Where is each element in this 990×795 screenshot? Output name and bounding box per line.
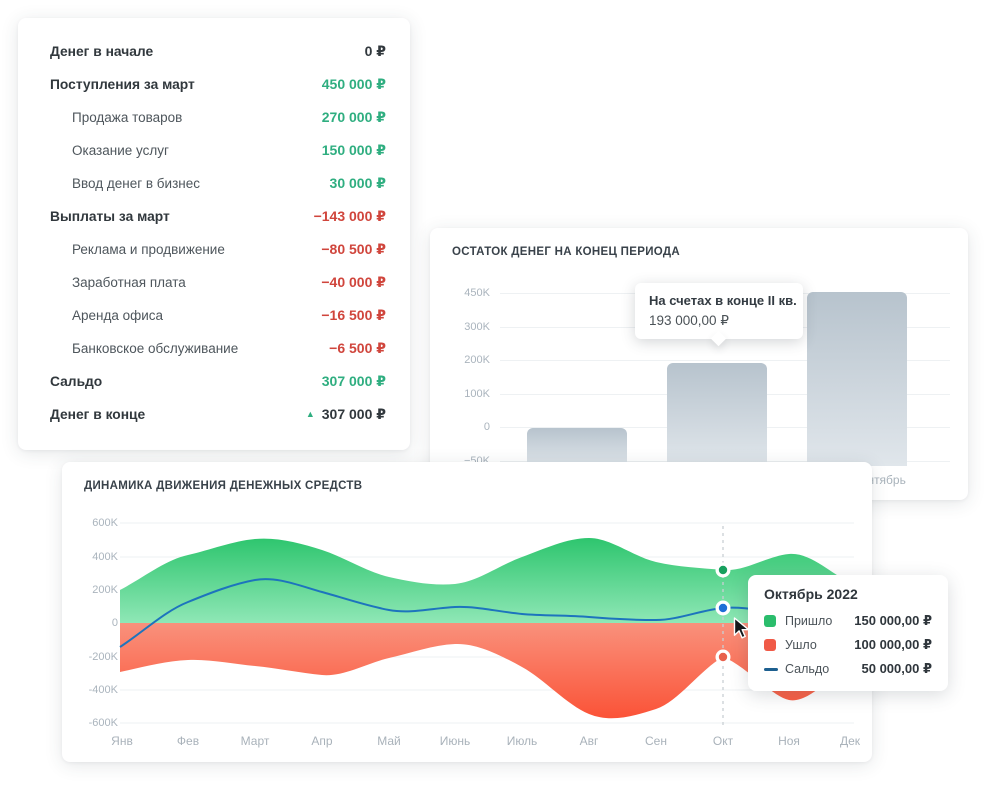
- bar-q3[interactable]: [807, 292, 907, 466]
- row-label: Банковское обслуживание: [72, 341, 239, 356]
- dynamics-area-chart-card[interactable]: ДИНАМИКА ДВИЖЕНИЯ ДЕНЕЖНЫХ СРЕДСТВ 600K …: [62, 462, 872, 762]
- row-label: Заработная плата: [72, 275, 186, 290]
- row-label: Ввод денег в бизнес: [72, 176, 200, 191]
- tooltip-row-value: 100 000,00 ₽: [854, 637, 932, 652]
- y-axis-tick: 600K: [92, 517, 118, 529]
- row-value: 150 000 ₽: [321, 142, 386, 158]
- tooltip-row-label: Ушло: [785, 638, 817, 652]
- y-axis-tick: 0: [111, 617, 118, 629]
- x-axis-label: Окт: [712, 734, 734, 748]
- x-axis-label: Фев: [176, 734, 200, 748]
- tooltip-title: На счетах в конце II кв.: [649, 293, 797, 308]
- row-label: Поступления за март: [50, 77, 195, 92]
- mouse-cursor-icon: [733, 617, 750, 639]
- y-axis-tick: -200K: [88, 651, 118, 663]
- y-axis-tick: 450K: [464, 287, 490, 299]
- row-label: Оказание услуг: [72, 143, 169, 158]
- balance-bar-chart-card: ОСТАТОК ДЕНЕГ НА КОНЕЦ ПЕРИОДА 450K 300K…: [430, 228, 968, 500]
- row-label: Продажа товаров: [72, 110, 183, 125]
- x-axis-label: Дек: [839, 734, 861, 748]
- chart-title: ОСТАТОК ДЕНЕГ НА КОНЕЦ ПЕРИОДА: [452, 246, 680, 258]
- tooltip-title: Октябрь 2022: [764, 586, 858, 602]
- row-value: 270 000 ₽: [321, 109, 386, 125]
- tooltip-row-label: Сальдо: [785, 662, 830, 676]
- table-row: Реклама и продвижение −80 500 ₽: [50, 233, 386, 266]
- tooltip-value: 193 000,00 ₽: [649, 313, 729, 328]
- row-label: Выплаты за март: [50, 209, 170, 224]
- row-label: Денег в конце: [50, 407, 146, 422]
- row-value: 30 000 ₽: [329, 175, 386, 191]
- row-value: 307 000 ₽: [321, 373, 386, 389]
- tooltip-row-value: 50 000,00 ₽: [861, 661, 933, 676]
- y-axis-tick: -600K: [88, 717, 118, 729]
- y-axis-tick: 200K: [464, 354, 490, 366]
- table-row: Аренда офиса −16 500 ₽: [50, 299, 386, 332]
- saldo-legend-line-icon: [764, 667, 778, 671]
- table-row: Продажа товаров 270 000 ₽: [50, 101, 386, 134]
- chart-title: ДИНАМИКА ДВИЖЕНИЯ ДЕНЕЖНЫХ СРЕДСТВ: [84, 480, 363, 492]
- table-row: Банковское обслуживание −6 500 ₽: [50, 332, 386, 365]
- row-label: Реклама и продвижение: [72, 242, 225, 257]
- table-row: Заработная плата −40 000 ₽: [50, 266, 386, 299]
- y-axis-tick: 400K: [92, 551, 118, 563]
- x-axis-label: Авг: [579, 734, 599, 748]
- table-row: Денег в конце ▲ 307 000 ₽: [50, 398, 386, 431]
- area-chart-canvas[interactable]: [62, 462, 872, 762]
- arrow-up-icon: ▲: [305, 409, 315, 419]
- y-axis-tick: 200K: [92, 584, 118, 596]
- x-axis-label: Апр: [311, 734, 333, 748]
- x-axis-label: Март: [240, 734, 270, 748]
- row-value: 450 000 ₽: [321, 76, 386, 92]
- tooltip-row: Ушло 100 000,00 ₽: [764, 633, 932, 657]
- table-row: Денег в начале 0 ₽: [50, 35, 386, 68]
- x-axis-label: Июль: [506, 734, 538, 748]
- table-row: Поступления за март 450 000 ₽: [50, 68, 386, 101]
- row-value: −80 500 ₽: [321, 241, 386, 257]
- tooltip-row: Пришло 150 000,00 ₽: [764, 609, 932, 633]
- area-chart-tooltip: Октябрь 2022 Пришло 150 000,00 ₽ Ушло 10…: [748, 575, 948, 691]
- row-label: Аренда офиса: [72, 308, 164, 323]
- x-axis-label: Май: [377, 734, 401, 748]
- row-label: Денег в начале: [50, 44, 154, 59]
- tooltip-row: Сальдо 50 000,00 ₽: [764, 657, 932, 681]
- x-axis-label: Сен: [645, 734, 667, 748]
- row-value: ▲ 307 000 ₽: [306, 406, 386, 423]
- table-row: Оказание услуг 150 000 ₽: [50, 134, 386, 167]
- y-axis-tick: -400K: [88, 684, 118, 696]
- row-value: −16 500 ₽: [321, 307, 386, 323]
- inflow-point-marker: [715, 562, 731, 578]
- tooltip-row-label: Пришло: [785, 614, 833, 628]
- cashflow-table-card: Денег в начале 0 ₽ Поступления за март 4…: [18, 18, 410, 450]
- table-row: Ввод денег в бизнес 30 000 ₽: [50, 167, 386, 200]
- x-axis-label: Июнь: [439, 734, 471, 748]
- outflow-legend-swatch-icon: [764, 639, 776, 651]
- y-axis-tick: 0: [483, 421, 490, 433]
- bar-chart-tooltip: На счетах в конце II кв. 193 000,00 ₽: [635, 283, 803, 339]
- x-axis-label: Ноя: [778, 734, 800, 748]
- y-axis-tick: 100K: [464, 388, 490, 400]
- bar-q2[interactable]: [667, 363, 767, 466]
- inflow-legend-swatch-icon: [764, 615, 776, 627]
- bar-q1[interactable]: [527, 428, 627, 466]
- outflow-point-marker: [715, 649, 731, 665]
- row-value: −143 000 ₽: [313, 208, 386, 224]
- table-row: Сальдо 307 000 ₽: [50, 365, 386, 398]
- row-value: 0 ₽: [364, 43, 386, 59]
- saldo-point-marker: [715, 600, 731, 616]
- inflow-area-series[interactable]: [120, 538, 850, 623]
- tooltip-row-value: 150 000,00 ₽: [854, 613, 932, 628]
- gridline: [500, 360, 950, 361]
- y-axis-tick: 300K: [464, 321, 490, 333]
- outflow-area-series[interactable]: [120, 623, 850, 719]
- row-label: Сальдо: [50, 374, 103, 389]
- row-value: −40 000 ₽: [321, 274, 386, 290]
- row-value-text: 307 000 ₽: [321, 406, 386, 422]
- row-value: −6 500 ₽: [329, 340, 386, 356]
- table-row: Выплаты за март −143 000 ₽: [50, 200, 386, 233]
- x-axis-label: Янв: [111, 734, 133, 748]
